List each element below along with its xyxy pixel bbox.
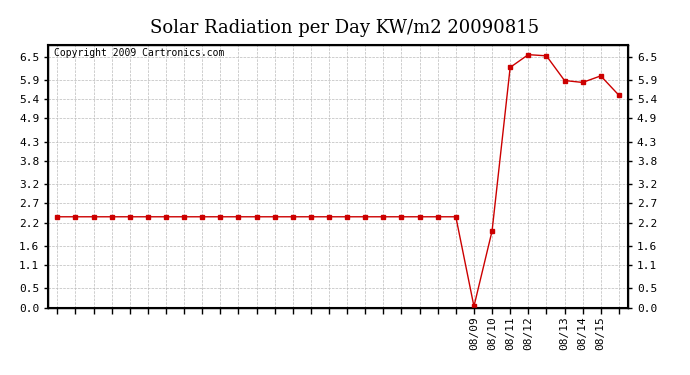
Text: Solar Radiation per Day KW/m2 20090815: Solar Radiation per Day KW/m2 20090815	[150, 19, 540, 37]
Text: Copyright 2009 Cartronics.com: Copyright 2009 Cartronics.com	[54, 48, 224, 58]
